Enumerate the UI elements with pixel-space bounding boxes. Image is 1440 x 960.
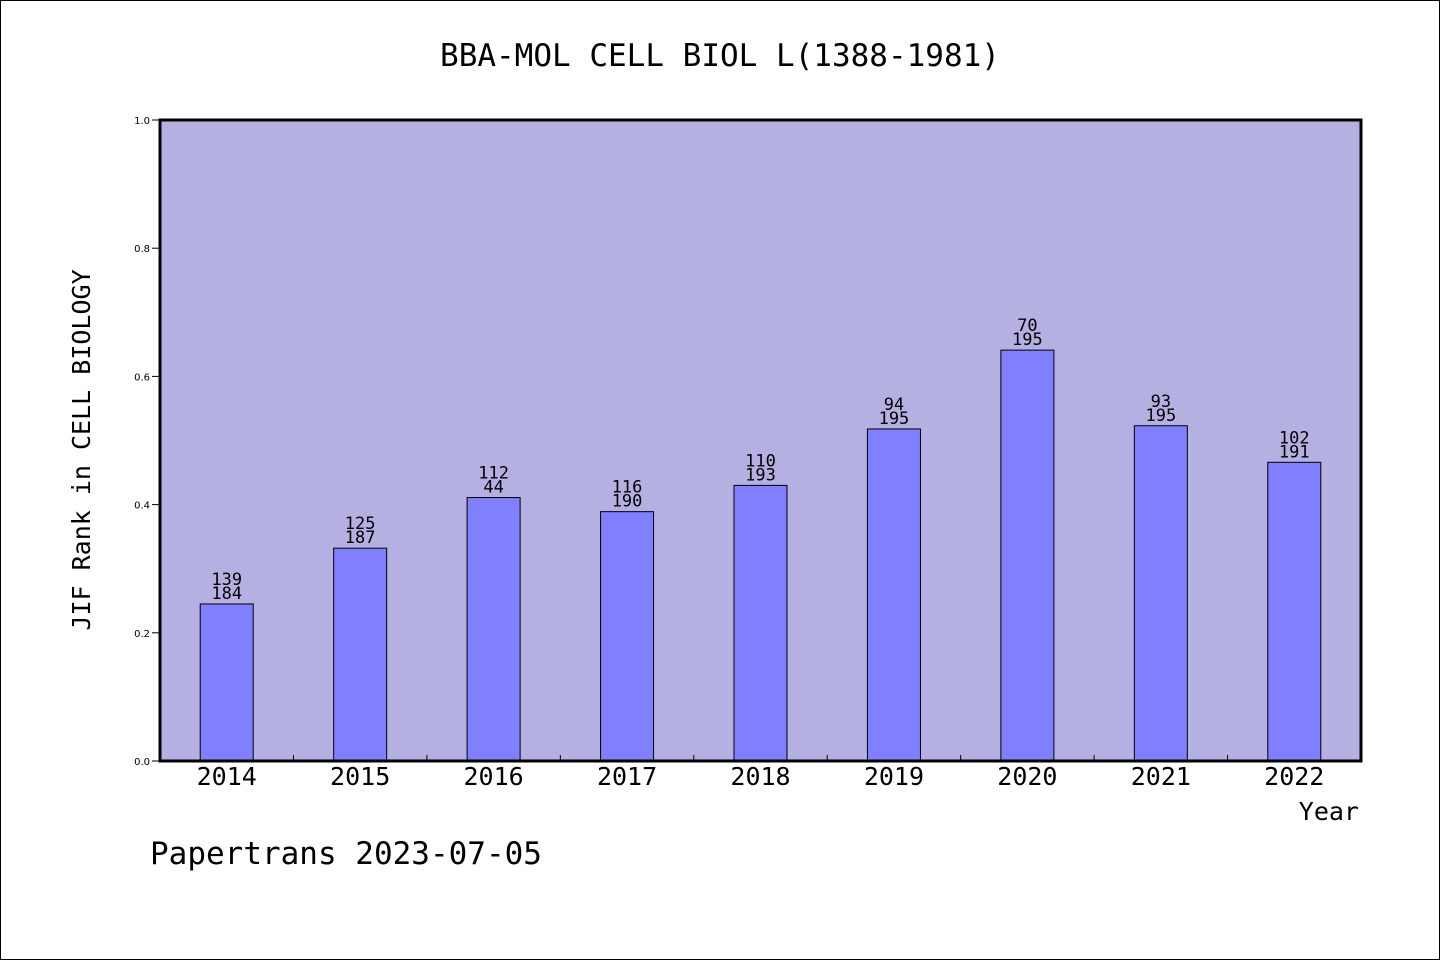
- bar-rank-label: 110: [745, 451, 776, 471]
- bar-rank-label: 139: [211, 570, 242, 590]
- chart-title: BBA-MOL CELL BIOL L(1388-1981): [440, 38, 1000, 74]
- footer-text: Papertrans 2023-07-05: [150, 836, 542, 872]
- x-tick-label: 2015: [330, 762, 390, 791]
- y-tick-label: 1.0: [134, 116, 150, 127]
- bar-rank-label: 93: [1151, 392, 1171, 412]
- bar-rank-label: 116: [612, 478, 643, 498]
- x-axis: 2014 2015 2016 2017 2018 2019 2020 2021 2022: [197, 755, 1324, 791]
- bar-total-label: 195: [1145, 406, 1176, 426]
- x-tick-label: 2022: [1264, 762, 1324, 791]
- bar-rank-label: 70: [1017, 316, 1037, 336]
- bar-2019: [866, 428, 921, 762]
- y-axis-label: JIF Rank in CELL BIOLOGY: [67, 269, 96, 630]
- y-tick-label: 0.4: [134, 501, 150, 512]
- bar-2020: [1000, 349, 1055, 762]
- bar-total-label: 190: [612, 492, 643, 512]
- bar-total-label: 44: [483, 478, 503, 498]
- x-tick-label: 2021: [1131, 762, 1191, 791]
- plot-border: [158, 118, 1363, 763]
- bar-2014: [199, 603, 254, 762]
- bar-rank-label: 125: [345, 514, 376, 534]
- y-tick-label: 0.6: [134, 372, 150, 383]
- bar-2021: [1133, 425, 1188, 762]
- bar-rank-label: 112: [478, 464, 509, 484]
- y-tick-label: 0.8: [134, 244, 150, 255]
- bar-2022: [1267, 461, 1322, 762]
- x-tick-label: 2014: [197, 762, 257, 791]
- x-tick-label: 2018: [730, 762, 790, 791]
- bar-rank-label: 94: [884, 395, 904, 415]
- bar-total-label: 187: [345, 528, 376, 548]
- bar-2018: [733, 484, 788, 762]
- bar-total-label: 191: [1279, 442, 1310, 462]
- bar-total-label: 193: [745, 465, 776, 485]
- bar-2016: [466, 497, 521, 762]
- bar-2015: [333, 547, 388, 762]
- bar-2017: [600, 511, 655, 762]
- bars-group: [199, 349, 1322, 762]
- bar-total-label: 195: [1012, 330, 1043, 350]
- x-tick-label: 2017: [597, 762, 657, 791]
- y-axis: 0.0 0.2 0.4 0.6 0.8 1.0: [134, 116, 160, 768]
- x-tick-label: 2019: [864, 762, 924, 791]
- x-tick-label: 2020: [997, 762, 1057, 791]
- y-tick-label: 0.0: [134, 757, 150, 768]
- x-tick-label: 2016: [464, 762, 524, 791]
- bar-total-label: 184: [211, 584, 242, 604]
- bar-total-label: 195: [879, 409, 910, 429]
- y-tick-label: 0.2: [134, 629, 150, 640]
- x-axis-label: Year: [1299, 797, 1359, 826]
- bar-rank-label: 102: [1279, 428, 1310, 448]
